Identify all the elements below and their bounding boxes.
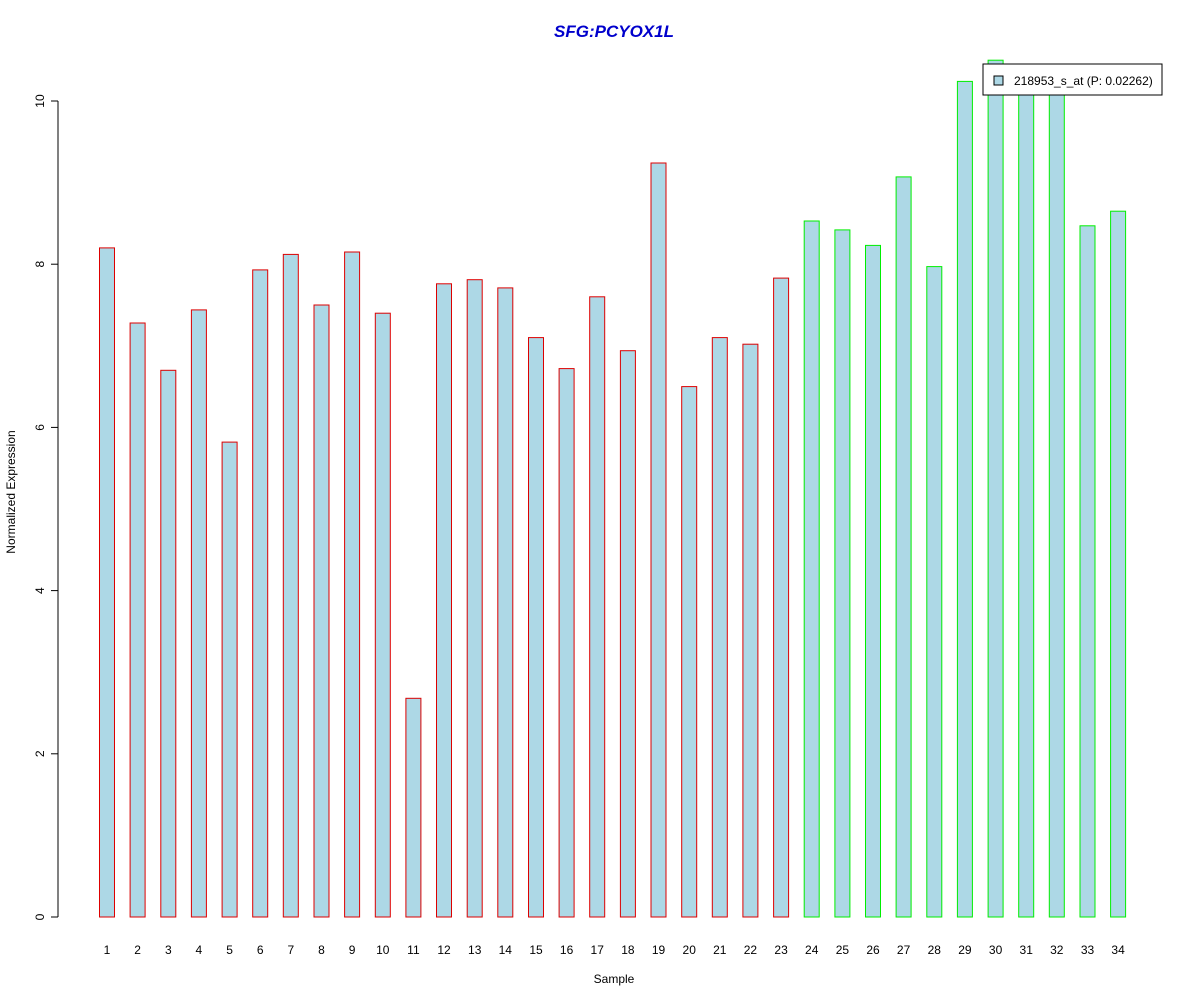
bar: [497, 287, 514, 918]
bar: [374, 312, 391, 918]
bar: [1110, 210, 1127, 918]
bar: [803, 220, 820, 918]
x-axis-label: Sample: [594, 972, 635, 986]
x-tick-label: 26: [866, 943, 880, 957]
bar: [190, 309, 207, 918]
x-tick-label: 4: [196, 943, 203, 957]
x-tick-label: 23: [774, 943, 788, 957]
x-tick-label: 15: [529, 943, 543, 957]
x-tick-label: 12: [437, 943, 451, 957]
bar: [589, 296, 606, 918]
bar: [221, 441, 238, 918]
bar: [313, 304, 330, 918]
y-tick-label: 4: [33, 587, 47, 594]
y-tick-label: 6: [33, 424, 47, 431]
x-tick-label: 5: [226, 943, 233, 957]
y-tick-label: 0: [33, 913, 47, 920]
bar: [926, 266, 943, 918]
chart-title: SFG:PCYOX1L: [554, 22, 674, 41]
bar: [344, 251, 361, 918]
legend-box: [982, 63, 1163, 96]
bar: [742, 343, 759, 918]
y-axis: 0 2 4 6 8 10: [33, 94, 59, 920]
bar: [528, 337, 544, 918]
x-tick-label: 2: [134, 943, 141, 957]
bar: [1079, 225, 1096, 918]
bar: [711, 337, 728, 918]
bar: [558, 368, 575, 918]
y-tick-label: 8: [33, 261, 47, 268]
bar: [1048, 92, 1065, 918]
x-tick-label: 19: [652, 943, 666, 957]
x-tick-label: 30: [989, 943, 1003, 957]
x-tick-label: 29: [958, 943, 972, 957]
bar: [405, 697, 422, 918]
x-tick-label: 33: [1081, 943, 1095, 957]
bar: [681, 386, 698, 918]
x-tick-label: 1: [104, 943, 111, 957]
x-tick-labels: 1 2 3 4 5 6 7 8 9 10 11 12 13 14 15 16 17 18 19 20 21 22 23 24 2…: [104, 943, 1125, 957]
x-tick-label: 22: [744, 943, 758, 957]
bar: [282, 253, 299, 918]
x-tick-label: 17: [591, 943, 605, 957]
x-tick-label: 6: [257, 943, 264, 957]
bar: [956, 80, 973, 918]
legend-swatch: [993, 75, 1004, 86]
x-tick-label: 18: [621, 943, 635, 957]
x-tick-label: 10: [376, 943, 390, 957]
bar: [895, 176, 912, 918]
y-tick-label: 10: [33, 94, 47, 108]
x-tick-label: 9: [349, 943, 356, 957]
legend-label: 218953_s_at (P: 0.02262): [1014, 74, 1153, 88]
x-tick-label: 31: [1020, 943, 1034, 957]
x-tick-label: 8: [318, 943, 325, 957]
bar: [160, 369, 177, 918]
bar: [619, 350, 636, 918]
x-tick-label: 11: [407, 943, 420, 957]
x-tick-label: 34: [1111, 943, 1125, 957]
x-tick-label: 21: [713, 943, 727, 957]
x-tick-label: 20: [683, 943, 697, 957]
bar: [650, 162, 667, 918]
bar: [773, 277, 790, 918]
bar: [865, 244, 881, 918]
bar: [834, 229, 851, 918]
x-tick-label: 32: [1050, 943, 1064, 957]
bar: [99, 247, 115, 918]
x-tick-label: 24: [805, 943, 819, 957]
bars: [99, 59, 1127, 918]
x-tick-label: 27: [897, 943, 911, 957]
bar: [466, 279, 483, 918]
bar: [252, 269, 269, 918]
y-tick-label: 2: [33, 750, 47, 757]
x-tick-label: 13: [468, 943, 482, 957]
x-tick-label: 14: [499, 943, 513, 957]
bar: [1018, 92, 1035, 918]
x-tick-label: 25: [836, 943, 850, 957]
x-tick-label: 28: [928, 943, 942, 957]
legend: 218953_s_at (P: 0.02262): [982, 63, 1163, 96]
x-tick-label: 3: [165, 943, 172, 957]
x-tick-label: 16: [560, 943, 574, 957]
x-tick-label: 7: [287, 943, 294, 957]
y-axis-label: Normalized Expression: [4, 430, 18, 553]
bar: [436, 283, 452, 918]
bar: [987, 59, 1004, 918]
bar: [129, 322, 146, 918]
